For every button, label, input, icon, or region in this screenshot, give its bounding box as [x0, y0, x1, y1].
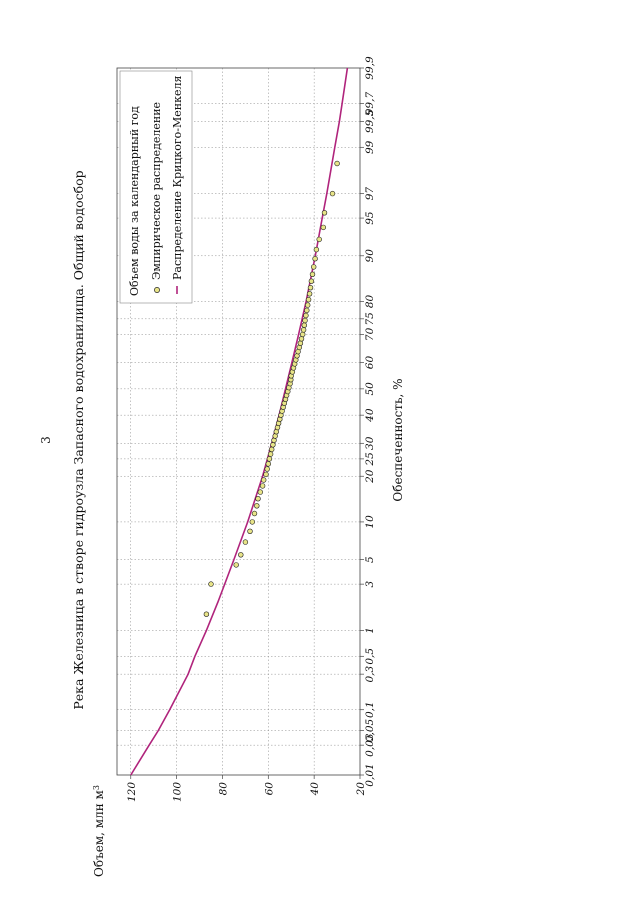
data-point — [259, 483, 266, 489]
data-point — [247, 528, 253, 534]
data-point — [307, 285, 314, 291]
data-point — [316, 236, 322, 243]
legend-box — [119, 70, 193, 304]
data-point — [309, 271, 316, 277]
data-point — [298, 336, 305, 342]
x-tick-label: 0,1 — [364, 701, 376, 718]
data-point — [303, 312, 309, 319]
x-tick-label: 0,3 — [364, 665, 376, 682]
data-point — [297, 340, 304, 346]
data-point — [254, 503, 260, 509]
y-axis-ticks: 20 40 60 80 100 120 — [126, 775, 367, 802]
data-point — [306, 291, 313, 297]
data-point — [264, 466, 270, 472]
data-point — [321, 210, 328, 216]
data-point — [251, 510, 258, 517]
data-point — [334, 160, 340, 167]
y-axis-label-sup: 3 — [92, 785, 101, 790]
legend-point-marker — [154, 287, 160, 293]
data-point — [313, 246, 320, 253]
x-tick-label: 99,7 — [364, 92, 376, 116]
data-point — [304, 307, 310, 314]
y-tick-label: 60 — [263, 782, 275, 796]
legend-header: Объем воды за календарный год — [128, 106, 141, 296]
chart-title: Река Железница в створе гидроузла Запасн… — [71, 170, 86, 709]
x-tick-label: 10 — [364, 515, 376, 529]
x-tick-label: 99,5 — [364, 109, 376, 133]
data-point — [267, 451, 274, 457]
data-point — [242, 539, 249, 545]
x-tick-label: 75 — [364, 312, 376, 326]
plot-frame — [116, 67, 361, 776]
data-point — [265, 461, 271, 467]
data-point — [238, 552, 244, 558]
data-point — [269, 446, 275, 453]
y-tick-label: 40 — [309, 782, 321, 797]
x-tick-label: 97 — [364, 187, 376, 201]
data-point — [305, 302, 311, 308]
data-point — [203, 611, 210, 617]
data-point — [312, 256, 318, 262]
data-point — [308, 278, 315, 284]
y-axis-label: Объем, млн м3 — [92, 785, 106, 877]
legend-empirical-label: Эмпирическое распределение — [150, 102, 163, 280]
x-tick-label: 0,5 — [364, 648, 376, 665]
data-point — [329, 190, 336, 197]
x-tick-label: 60 — [364, 356, 376, 370]
x-tick-label: 50 — [364, 382, 376, 396]
x-axis-label: Обеспеченность, % — [391, 378, 405, 501]
x-tick-label: 80 — [364, 294, 376, 308]
x-axis-ticks: 0,01 0,030,050,1 0,30,5 1 3 5 10 20 25 30 40 50 60 70… — [360, 56, 376, 787]
legend-curve-label: Распределение Крицкого-Менкеля — [171, 76, 184, 280]
y-tick-label: 80 — [217, 782, 229, 796]
x-tick-label: 40 — [364, 408, 376, 423]
x-tick-label: 99 — [364, 140, 376, 154]
x-tick-label: 3 — [364, 580, 376, 587]
x-tick-label: 0,03 — [364, 733, 376, 757]
data-point — [208, 581, 214, 587]
y-tick-label: 20 — [355, 782, 367, 797]
data-point — [270, 442, 276, 448]
data-point — [305, 296, 312, 303]
empirical-points — [203, 160, 340, 617]
x-tick-label: 5 — [364, 556, 376, 563]
y-axis-label-text: Объем, млн м — [92, 790, 106, 877]
data-point — [261, 477, 267, 483]
x-tick-label: 20 — [364, 469, 376, 484]
page-number: 3 — [39, 436, 53, 444]
data-point — [300, 331, 306, 338]
data-point — [320, 224, 326, 231]
data-point — [257, 489, 263, 495]
legend: Объем воды за календарный год Эмпирическ… — [119, 70, 193, 304]
y-tick-label: 120 — [126, 782, 138, 802]
data-point — [300, 327, 307, 333]
x-tick-label: 30 — [364, 436, 376, 450]
x-tick-label: 0,01 — [364, 763, 376, 786]
x-tick-label: 0,05 — [364, 719, 376, 743]
x-tick-label: 90 — [364, 249, 376, 263]
x-tick-label: 99,9 — [364, 56, 376, 80]
grid — [117, 68, 360, 775]
data-point — [301, 322, 307, 328]
data-point — [311, 264, 317, 270]
data-point — [255, 496, 261, 502]
x-tick-label: 1 — [364, 627, 376, 634]
x-tick-label: 70 — [364, 327, 376, 341]
data-point — [249, 519, 256, 525]
y-tick-label: 100 — [172, 782, 184, 802]
data-point — [302, 317, 308, 324]
x-tick-label: 25 — [364, 452, 376, 467]
data-point — [266, 456, 273, 462]
data-point — [233, 562, 239, 568]
x-tick-label: 95 — [364, 211, 376, 225]
data-point — [263, 471, 269, 478]
